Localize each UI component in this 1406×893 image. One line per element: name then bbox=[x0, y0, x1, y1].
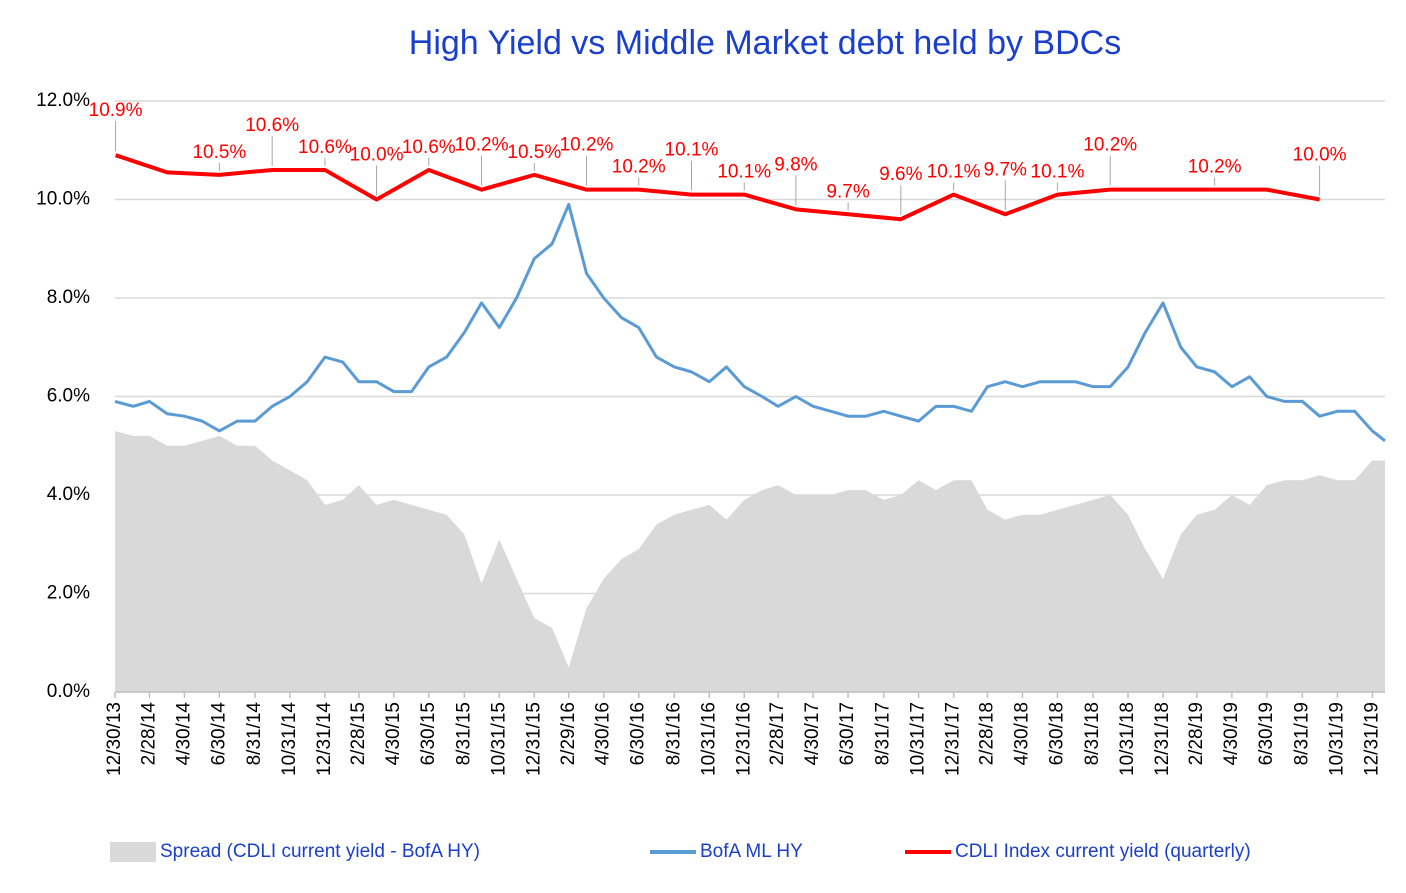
legend-label: CDLI Index current yield (quarterly) bbox=[955, 841, 1251, 862]
data-label: 9.8% bbox=[774, 154, 817, 175]
y-tick-label: 6.0% bbox=[47, 386, 90, 407]
legend-swatch bbox=[110, 842, 156, 862]
series-line bbox=[114, 153, 1320, 222]
x-tick-label: 6/30/18 bbox=[1046, 702, 1067, 765]
y-tick-label: 4.0% bbox=[47, 484, 90, 505]
x-tick-label: 2/28/17 bbox=[767, 702, 788, 765]
spread-area bbox=[115, 430, 1385, 692]
data-label: 10.2% bbox=[455, 135, 509, 156]
legend-label: BofA ML HY bbox=[700, 841, 803, 862]
x-tick-label: 12/30/13 bbox=[104, 702, 125, 776]
x-tick-label: 6/30/14 bbox=[208, 702, 229, 766]
x-tick-label: 12/31/15 bbox=[523, 702, 544, 776]
data-label: 10.5% bbox=[507, 142, 561, 163]
x-tick-label: 12/31/14 bbox=[314, 702, 335, 776]
series-layer bbox=[114, 153, 1386, 692]
data-label: 10.2% bbox=[560, 135, 614, 156]
data-label: 10.0% bbox=[1293, 145, 1347, 166]
data-label: 9.6% bbox=[879, 164, 922, 185]
x-tick-label: 8/31/14 bbox=[244, 702, 265, 766]
data-label: 10.9% bbox=[89, 100, 143, 121]
x-tick-label: 2/28/19 bbox=[1186, 702, 1207, 765]
x-tick-label: 2/28/18 bbox=[976, 702, 997, 765]
x-tick-label: 4/30/15 bbox=[383, 702, 404, 765]
y-tick-label: 2.0% bbox=[47, 583, 90, 604]
y-tick-label: 10.0% bbox=[36, 189, 90, 210]
x-tick-label: 2/29/16 bbox=[558, 702, 579, 765]
x-tick-label: 10/31/17 bbox=[908, 702, 929, 776]
x-tick-label: 12/31/16 bbox=[733, 702, 754, 776]
data-label: 10.6% bbox=[245, 115, 299, 136]
data-label: 10.2% bbox=[612, 157, 666, 178]
data-label: 10.6% bbox=[402, 137, 456, 158]
series-line bbox=[114, 202, 1386, 443]
x-tick-label: 8/31/15 bbox=[453, 702, 474, 765]
y-tick-label: 12.0% bbox=[36, 90, 90, 111]
x-tick-label: 8/31/18 bbox=[1082, 702, 1103, 765]
data-label: 10.5% bbox=[192, 142, 246, 163]
data-label: 10.6% bbox=[298, 137, 352, 158]
x-tick-label: 10/31/16 bbox=[698, 702, 719, 776]
data-label: 10.0% bbox=[350, 145, 404, 166]
x-tick-label: 10/31/19 bbox=[1326, 702, 1347, 776]
x-tick-label: 4/30/19 bbox=[1221, 702, 1242, 765]
x-tick-label: 8/31/16 bbox=[663, 702, 684, 765]
x-tick-label: 6/30/15 bbox=[418, 702, 439, 765]
x-tick-label: 4/30/17 bbox=[802, 702, 823, 765]
data-label: 10.2% bbox=[1188, 157, 1242, 178]
y-tick-label: 0.0% bbox=[47, 681, 90, 702]
x-tick-label: 6/30/19 bbox=[1256, 702, 1277, 765]
legend-label: Spread (CDLI current yield - BofA HY) bbox=[160, 841, 480, 862]
data-label: 10.1% bbox=[717, 162, 771, 183]
data-label: 10.1% bbox=[665, 140, 719, 161]
x-tick-label: 4/30/18 bbox=[1011, 702, 1032, 765]
x-tick-label: 8/31/19 bbox=[1291, 702, 1312, 765]
x-tick-label: 10/31/18 bbox=[1117, 702, 1138, 776]
x-tick-label: 12/31/19 bbox=[1361, 702, 1382, 776]
data-label: 10.1% bbox=[1031, 162, 1085, 183]
x-tick-label: 4/30/16 bbox=[593, 702, 614, 765]
x-tick-label: 4/30/14 bbox=[173, 702, 194, 766]
data-label: 9.7% bbox=[826, 181, 869, 202]
x-tick-label: 8/31/17 bbox=[873, 702, 894, 765]
x-tick-label: 2/28/15 bbox=[348, 702, 369, 765]
x-tick-label: 12/31/18 bbox=[1152, 702, 1173, 776]
x-tick-label: 10/31/15 bbox=[488, 702, 509, 776]
x-tick-label: 2/28/14 bbox=[138, 702, 159, 766]
x-tick-label: 6/30/17 bbox=[837, 702, 858, 765]
data-label: 9.7% bbox=[984, 159, 1027, 180]
x-tick-label: 12/31/17 bbox=[943, 702, 964, 776]
chart-title: High Yield vs Middle Market debt held by… bbox=[409, 24, 1121, 62]
data-label: 10.1% bbox=[927, 162, 981, 183]
x-tick-label: 6/30/16 bbox=[628, 702, 649, 765]
data-label: 10.2% bbox=[1083, 135, 1137, 156]
x-tick-label: 10/31/14 bbox=[279, 702, 300, 776]
y-tick-label: 8.0% bbox=[47, 287, 90, 308]
